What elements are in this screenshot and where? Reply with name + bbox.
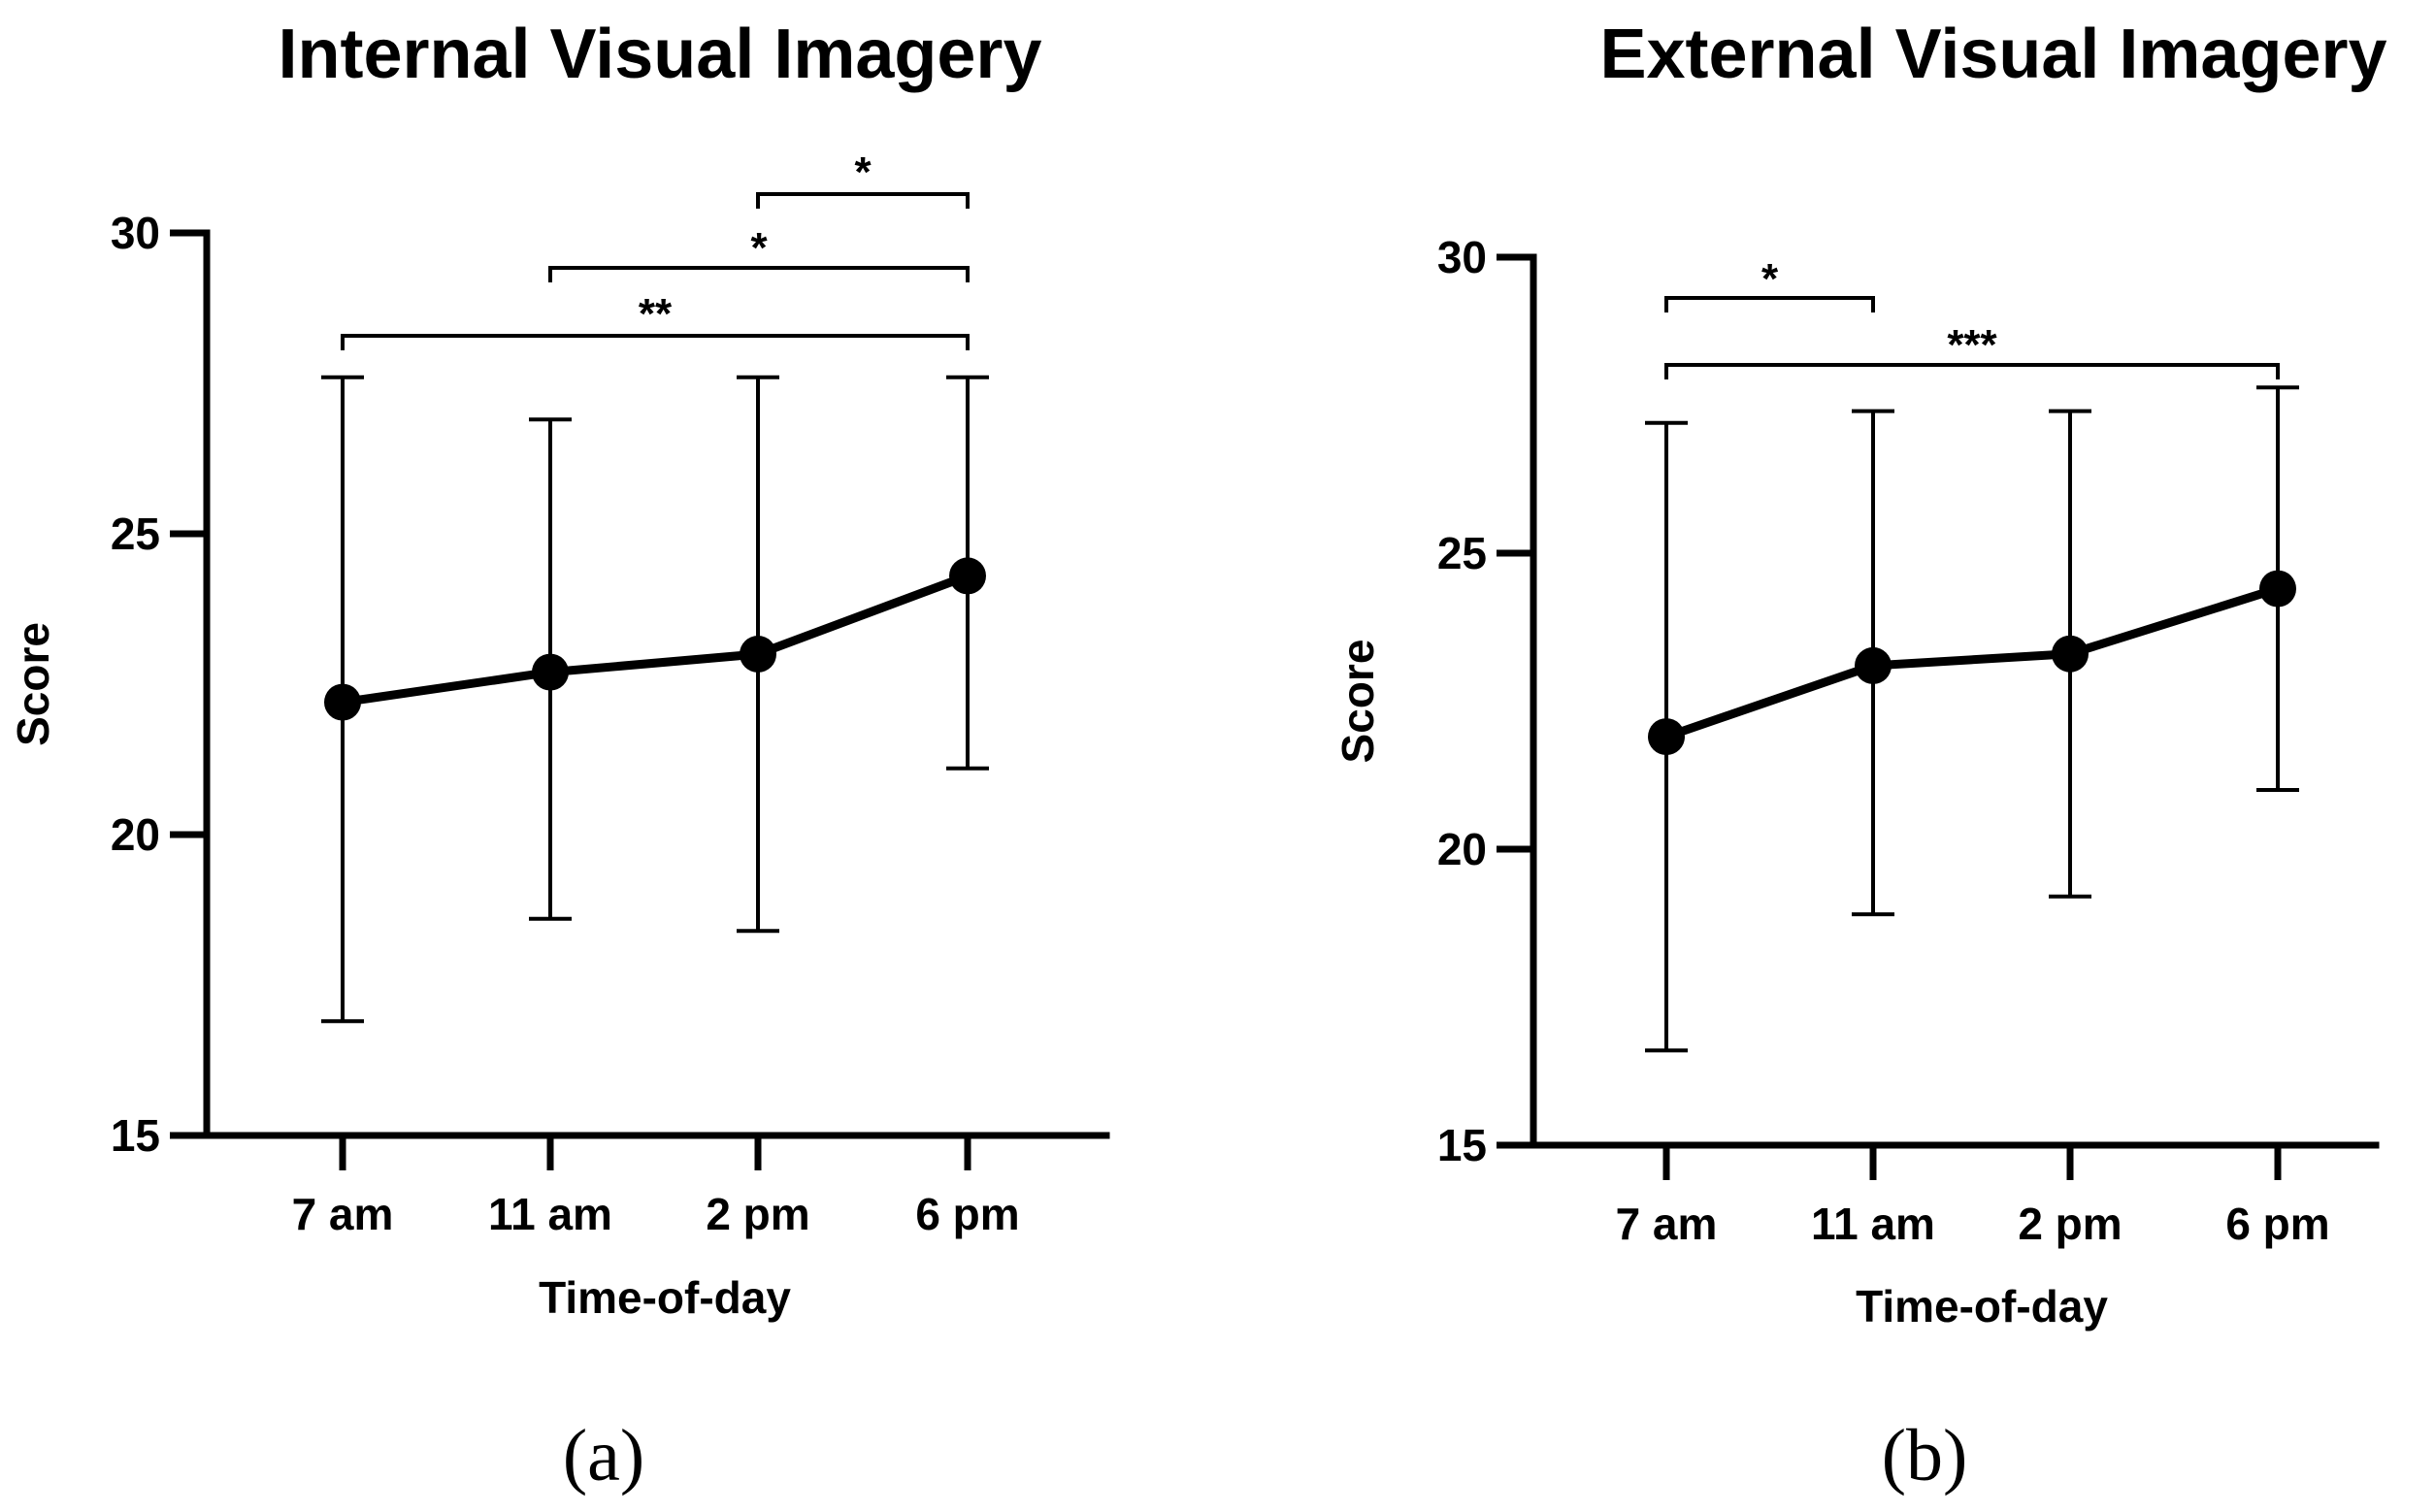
x-tick-label: 7 am <box>1616 1199 1718 1249</box>
significance-bracket <box>341 334 970 350</box>
x-axis-label: Time-of-day <box>539 1272 791 1323</box>
significance-bracket <box>1664 363 2280 379</box>
y-tick-label: 20 <box>1437 824 1487 874</box>
x-tick-label: 6 pm <box>915 1189 1019 1239</box>
chart-title: Internal Visual Imagery <box>278 16 1041 93</box>
significance-label: * <box>750 224 768 272</box>
x-tick-label: 2 pm <box>706 1189 809 1239</box>
significance-bracket <box>756 192 970 209</box>
significance-label: * <box>1761 255 1779 303</box>
chart-title: External Visual Imagery <box>1599 16 2386 93</box>
x-tick-label: 11 am <box>488 1189 612 1239</box>
data-point <box>2259 570 2296 608</box>
x-tick-label: 6 pm <box>2225 1199 2329 1249</box>
significance-label: *** <box>1947 321 1997 369</box>
panel-internal-visual-imagery: Internal Visual Imagery 15 20 25 30 7 am 11 am… <box>8 16 1110 1496</box>
data-point <box>1648 718 1685 756</box>
significance-bracket <box>548 266 970 282</box>
data-point <box>949 557 986 595</box>
y-tick-label: 25 <box>1437 528 1487 578</box>
x-axis-label: Time-of-day <box>1856 1281 2108 1331</box>
x-tick-label: 2 pm <box>2018 1199 2122 1249</box>
y-axis-label: Score <box>1333 640 1383 764</box>
significance-label: * <box>854 148 872 196</box>
panel-label: (a) <box>563 1415 644 1496</box>
data-point <box>1855 646 1892 684</box>
series-line <box>1664 584 2280 741</box>
y-axis-label: Score <box>8 622 58 746</box>
series-line <box>342 572 970 707</box>
x-tick-label: 7 am <box>292 1189 394 1239</box>
y-tick-label: 15 <box>111 1110 160 1161</box>
significance-bracket <box>1664 296 1875 312</box>
significance-label: ** <box>639 290 673 338</box>
y-tick-label: 25 <box>111 509 160 559</box>
panel-external-visual-imagery: External Visual Imagery 15 20 25 30 7 am 11 am… <box>1333 16 2387 1496</box>
panel-label: (b) <box>1882 1415 1968 1496</box>
data-point <box>532 653 569 691</box>
y-tick-label: 30 <box>111 208 160 258</box>
y-tick-label: 15 <box>1437 1120 1487 1170</box>
y-tick-label: 20 <box>111 809 160 860</box>
x-tick-label: 11 am <box>1811 1199 1935 1249</box>
y-tick-label: 30 <box>1437 232 1487 282</box>
data-point <box>740 636 776 673</box>
data-point <box>324 683 361 721</box>
data-point <box>2052 635 2089 673</box>
